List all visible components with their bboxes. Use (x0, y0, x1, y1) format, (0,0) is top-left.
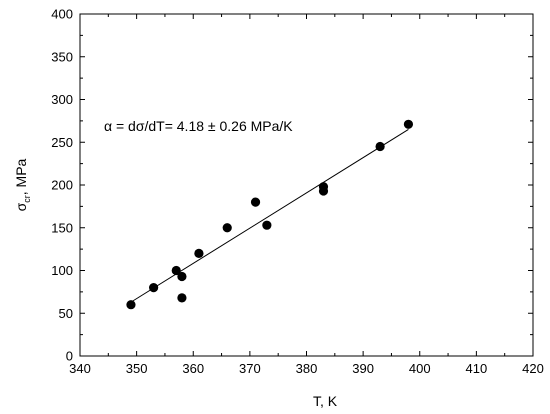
y-tick-label: 400 (51, 7, 73, 22)
x-tick-label: 380 (296, 361, 318, 376)
data-point (403, 119, 414, 129)
fit-line-group (130, 129, 409, 303)
x-tick-label: 360 (182, 361, 204, 376)
data-point (194, 248, 204, 258)
plot-frame (79, 13, 534, 357)
data-point (250, 197, 261, 207)
y-tick-label: 0 (66, 349, 73, 364)
data-point (262, 220, 272, 230)
y-tick-label: 300 (51, 92, 73, 107)
data-point (222, 223, 232, 233)
fit-line (130, 129, 409, 303)
slope-annotation: α = dσ/dT= 4.18 ± 0.26 MPa/K (104, 118, 293, 134)
y-axis: 0 50 100 150 200 250 300 350 400 (51, 7, 533, 364)
x-tick-label: 410 (466, 361, 488, 376)
y-tick-label: 200 (51, 178, 73, 193)
data-point (177, 271, 187, 282)
data-point (149, 283, 159, 293)
x-tick-label: 370 (239, 361, 261, 376)
y-tick-label: 250 (51, 135, 73, 150)
data-point (177, 293, 187, 303)
y-tick-label: 50 (59, 306, 73, 321)
data-point (171, 265, 181, 276)
y-axis-title-symbol: σ (13, 202, 29, 211)
y-tick-label: 100 (51, 263, 73, 278)
x-axis-title: T, K (313, 393, 338, 409)
y-tick-label: 150 (51, 220, 73, 235)
x-tick-label: 420 (522, 361, 544, 376)
data-point (375, 141, 385, 152)
y-axis-title-subscript: cr (22, 195, 32, 203)
data-point (126, 300, 136, 310)
x-tick-label: 350 (126, 361, 148, 376)
x-tick-label: 340 (69, 361, 91, 376)
x-axis: 340 350 360 370 380 390 400 410 420 (69, 14, 544, 376)
y-axis-title: σcr, MPa (13, 158, 32, 211)
data-points (126, 119, 414, 310)
plot-area-frame (79, 13, 534, 357)
y-axis-title-unit: , MPa (13, 158, 29, 195)
data-point (318, 186, 329, 196)
y-tick-label: 350 (51, 49, 73, 64)
x-tick-label: 400 (409, 361, 431, 376)
x-tick-label: 390 (352, 361, 374, 376)
